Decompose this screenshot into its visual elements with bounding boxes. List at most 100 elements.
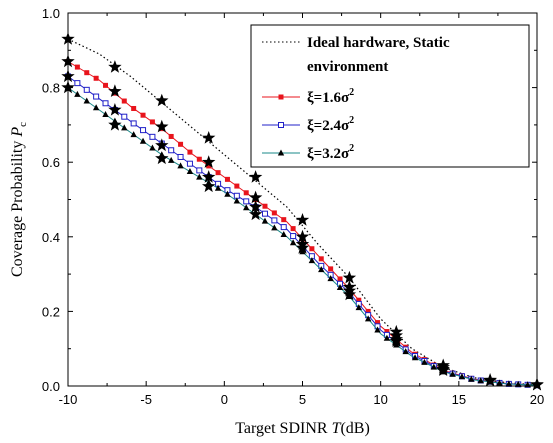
data-point xyxy=(318,266,325,273)
star-marker xyxy=(155,151,169,165)
data-point xyxy=(261,210,268,217)
data-point xyxy=(93,75,99,81)
data-point xyxy=(186,168,194,175)
data-point xyxy=(449,370,456,377)
star-marker xyxy=(202,155,216,168)
x-axis-label-var: T xyxy=(332,420,342,437)
data-point xyxy=(121,113,128,120)
star-marker xyxy=(248,170,263,183)
star-marker xyxy=(342,270,357,284)
data-point xyxy=(505,380,513,387)
data-point xyxy=(74,80,81,87)
data-point xyxy=(102,100,109,107)
data-point xyxy=(187,149,193,155)
x-tick-label: 0 xyxy=(221,392,228,407)
data-point xyxy=(277,149,285,156)
x-tick-label: -10 xyxy=(59,392,78,407)
data-point xyxy=(337,276,343,282)
series-line xyxy=(67,38,538,386)
data-point xyxy=(299,248,306,255)
data-point xyxy=(309,246,315,252)
data-point xyxy=(234,183,240,189)
data-point xyxy=(375,320,381,326)
data-point xyxy=(365,308,371,314)
data-point xyxy=(374,326,381,333)
data-point xyxy=(103,82,109,88)
data-point xyxy=(243,204,250,211)
data-point xyxy=(402,348,409,355)
data-point xyxy=(83,86,90,93)
data-point xyxy=(318,256,324,262)
data-point xyxy=(384,329,390,335)
data-point xyxy=(84,70,90,76)
data-point xyxy=(430,363,438,370)
data-point xyxy=(393,341,400,348)
data-point xyxy=(140,112,146,118)
data-point xyxy=(121,124,128,131)
star-marker xyxy=(248,200,263,213)
star-marker xyxy=(248,207,263,221)
star-marker xyxy=(155,138,169,152)
legend-label-0: environment xyxy=(307,59,388,75)
data-point xyxy=(271,210,277,216)
data-point xyxy=(206,163,212,169)
star-marker xyxy=(155,119,169,133)
data-point xyxy=(149,119,155,125)
legend-label-2: ξ=2.4σ2 xyxy=(307,115,354,134)
data-point xyxy=(515,380,522,387)
data-point xyxy=(74,64,80,70)
data-point xyxy=(411,354,419,361)
data-point xyxy=(271,224,278,231)
data-point xyxy=(308,257,316,264)
series-3 xyxy=(64,84,541,388)
data-point xyxy=(468,375,475,382)
y-tick-label: 0.0 xyxy=(42,379,60,394)
data-point xyxy=(327,275,334,282)
star-marker xyxy=(202,179,216,193)
x-tick-label: 15 xyxy=(452,392,466,407)
legend: Ideal hardware, Staticenvironmentξ=1.6σ2… xyxy=(250,24,530,168)
data-point xyxy=(215,170,221,176)
star-marker xyxy=(202,170,216,183)
data-point xyxy=(243,198,250,205)
data-point xyxy=(130,120,137,127)
y-tick-label: 0.6 xyxy=(42,155,60,170)
data-point xyxy=(290,233,297,240)
data-point xyxy=(186,160,193,167)
data-point xyxy=(92,104,100,111)
data-point xyxy=(233,197,241,204)
data-point xyxy=(196,173,203,180)
data-point xyxy=(383,334,391,341)
legend-label-sup: 2 xyxy=(349,87,354,98)
star-marker xyxy=(108,84,122,97)
y-axis-label-sub: c xyxy=(17,122,29,127)
data-point xyxy=(121,98,127,104)
data-point xyxy=(102,110,109,117)
data-point xyxy=(278,122,284,128)
legend-label-sup: 2 xyxy=(349,115,354,126)
x-tick-label: -5 xyxy=(140,392,152,407)
data-point xyxy=(290,226,296,232)
star-marker xyxy=(295,241,310,254)
data-point xyxy=(477,377,484,384)
legend-box xyxy=(250,24,530,168)
data-point xyxy=(280,231,287,238)
x-axis-label: Target SDINR T(dB) xyxy=(235,420,370,437)
data-point xyxy=(280,224,287,231)
data-point xyxy=(140,127,147,134)
data-point xyxy=(149,144,156,151)
legend-label-text: ξ=1.6σ xyxy=(307,90,350,106)
star-marker xyxy=(295,213,310,226)
star-marker xyxy=(108,103,122,116)
data-point xyxy=(336,284,344,291)
y-axis-label-main: Coverage Probability xyxy=(9,137,26,277)
data-point xyxy=(262,203,268,209)
star-marker xyxy=(248,190,263,204)
x-tick-label: 20 xyxy=(530,392,544,407)
data-point xyxy=(93,93,100,100)
star-marker xyxy=(436,363,450,376)
x-tick-label: 5 xyxy=(299,392,306,407)
x-tick-label: 10 xyxy=(373,392,387,407)
legend-label-sup: 2 xyxy=(349,143,354,154)
